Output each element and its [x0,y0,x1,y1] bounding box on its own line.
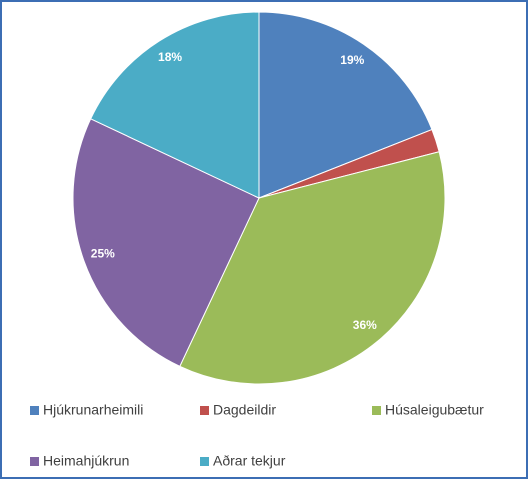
legend-swatch [30,406,39,415]
legend-label: Dagdeildir [213,402,276,418]
legend-swatch [372,406,381,415]
legend-label: Húsaleigubætur [385,402,484,418]
pie-slice [258,11,433,199]
slice-label: 25% [91,246,115,260]
pie-slice [179,151,446,385]
slice-label: 18% [158,50,182,64]
slice-label: 19% [340,53,364,67]
legend-label: Aðrar tekjur [213,453,286,469]
slice-label: 36% [353,318,377,332]
legend-swatch [30,457,39,466]
legend-swatch [200,457,209,466]
legend-label: Heimahjúkrun [43,453,129,469]
pie-slice [90,11,260,199]
legend-swatch [200,406,209,415]
pie-slice [72,118,260,367]
legend-label: Hjúkrunarheimili [43,402,143,418]
